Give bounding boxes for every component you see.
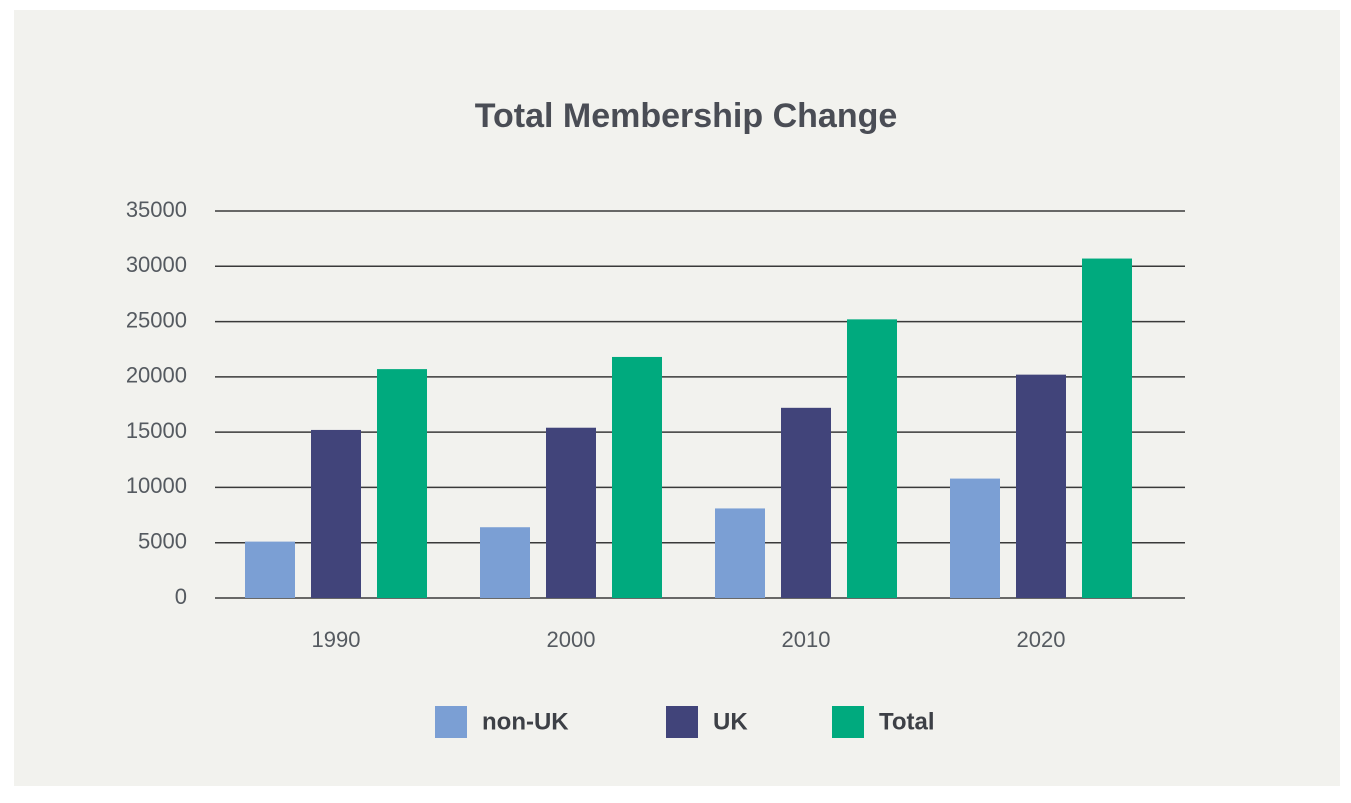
legend-swatch <box>435 706 467 738</box>
bar <box>480 527 530 598</box>
y-tick-label: 35000 <box>126 197 187 222</box>
y-tick-label: 15000 <box>126 418 187 443</box>
legend-swatch <box>666 706 698 738</box>
y-tick-label: 30000 <box>126 252 187 277</box>
bar <box>1082 258 1132 598</box>
y-tick-label: 20000 <box>126 363 187 388</box>
x-tick-label: 1990 <box>312 627 361 652</box>
bar <box>311 429 361 598</box>
legend-label: UK <box>713 708 748 735</box>
bar <box>1016 374 1066 598</box>
x-tick-label: 2020 <box>1017 627 1066 652</box>
y-tick-label: 0 <box>175 584 187 609</box>
bar <box>546 427 596 598</box>
legend-swatch <box>832 706 864 738</box>
y-tick-label: 25000 <box>126 307 187 332</box>
bar <box>950 478 1000 598</box>
legend-label: Total <box>879 708 935 735</box>
bar <box>245 541 295 598</box>
bar <box>715 508 765 598</box>
chart-title: Total Membership Change <box>475 97 898 135</box>
bar <box>781 407 831 598</box>
y-tick-label: 10000 <box>126 473 187 498</box>
legend-label: non-UK <box>482 708 569 735</box>
x-tick-label: 2000 <box>547 627 596 652</box>
y-tick-label: 5000 <box>138 529 187 554</box>
bar <box>377 369 427 598</box>
x-tick-label: 2010 <box>782 627 831 652</box>
bar <box>612 356 662 598</box>
bar <box>847 319 897 598</box>
